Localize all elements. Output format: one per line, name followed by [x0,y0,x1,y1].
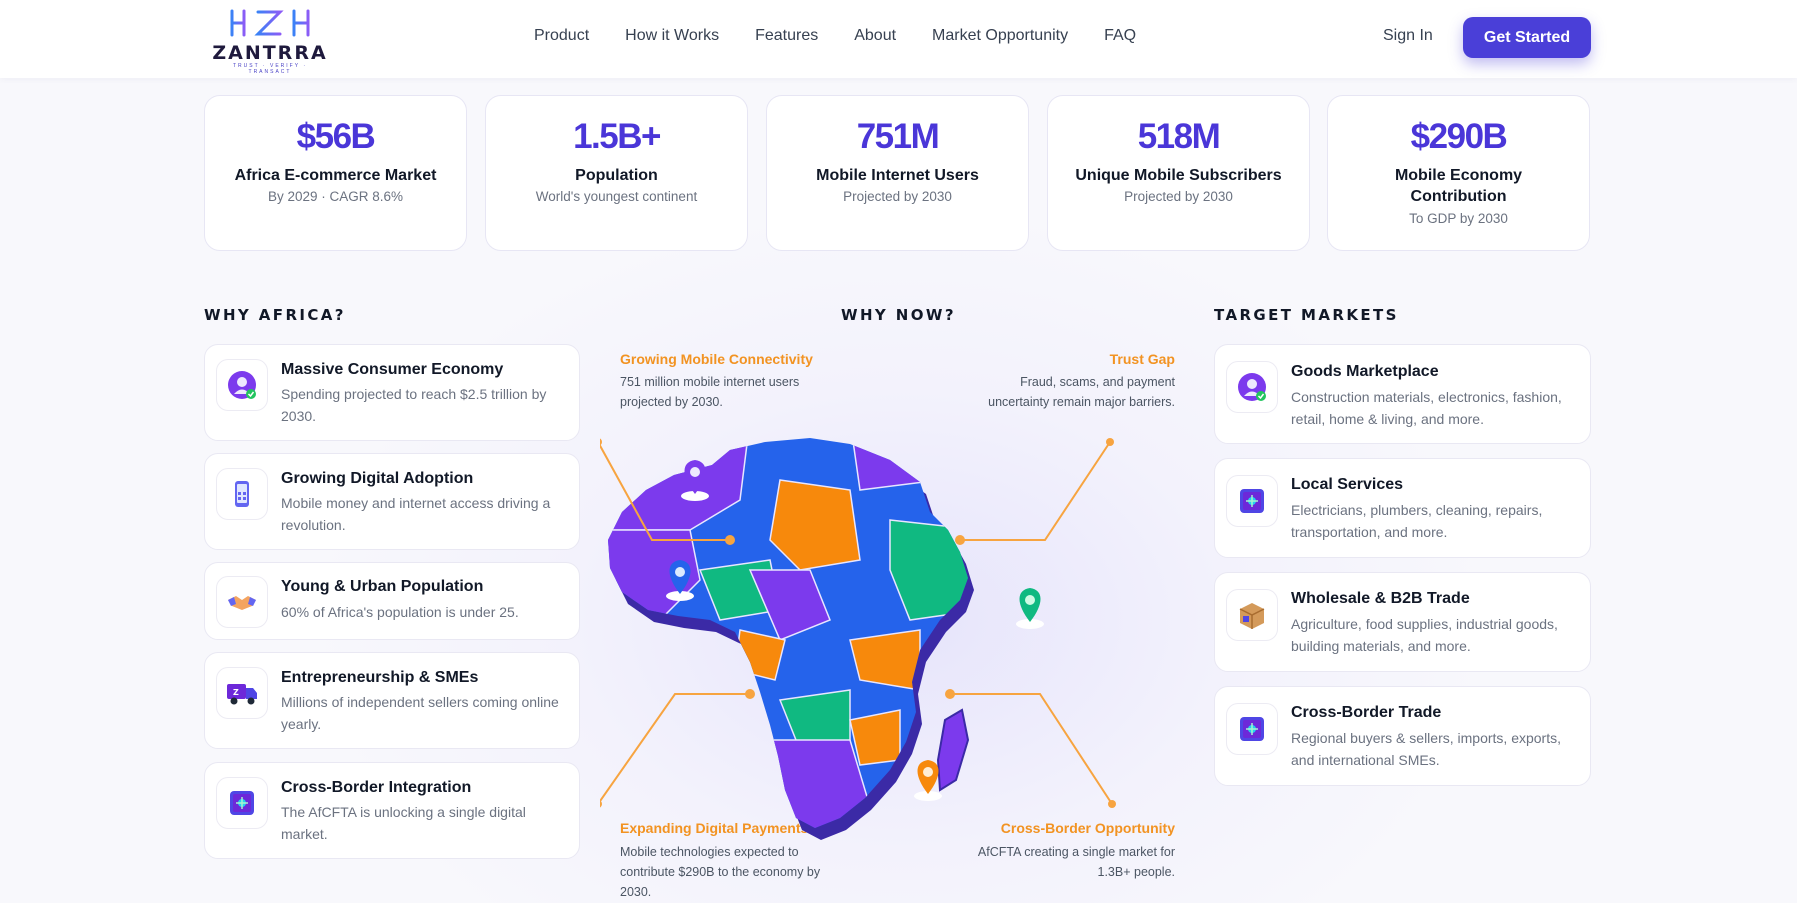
card-description: Mobile money and internet access driving… [281,495,551,533]
stat-label: Mobile Economy Contribution [1394,166,1523,206]
card-title: Massive Consumer Economy [281,361,504,378]
card-description: Regional buyers & sellers, imports, expo… [1291,730,1561,768]
get-started-button[interactable]: Get Started [1463,17,1591,58]
zantrra-logo[interactable]: ZANTRRA TRUST · VERIFY · TRANSACT [204,6,336,75]
map-pin-south [914,760,942,801]
region-se-orange [849,709,901,766]
why-africa-card-consumer: Massive Consumer Economy Spending projec… [204,344,580,441]
why-africa-card-smes: Z Entrepreneurship & SMEs Millions of in… [204,652,580,749]
connector-line-crossborder [950,693,1113,805]
stat-value: $290B [1410,117,1508,156]
stat-label: Population [575,166,658,184]
connector-line-mobile [600,443,730,541]
why-africa-heading: WHY AFRICA? [204,306,346,324]
stat-subtext: Projected by 2030 [1124,189,1233,205]
why-now-heading: WHY NOW? [841,306,956,324]
stat-label: Unique Mobile Subscribers [1075,166,1282,184]
nav-product[interactable]: Product [534,27,590,44]
target-markets-heading: TARGET MARKETS [1214,306,1399,324]
card-title: Entrepreneurship & SMEs [281,669,479,686]
connector-line-payments [600,693,750,803]
madagascar [936,708,970,792]
stat-label: Africa E-commerce Market [234,166,437,184]
consumer-icon [1226,361,1278,413]
stat-value: $56B [296,117,376,156]
svg-text:Z: Z [233,688,239,697]
map-pin-east [1016,588,1044,629]
callout-title-trust-gap: Trust Gap [1109,351,1175,367]
logo-mark-icon [230,9,310,37]
target-card-local-services: Local Services Electricians, plumbers, c… [1214,458,1591,558]
callout-desc-digital-payments: Mobile technologies expected to contribu… [620,845,821,899]
stat-card-ecommerce: $56B Africa E-commerce Market By 2029 · … [204,95,467,251]
stat-card-population: 1.5B+ Population World's youngest contin… [485,95,748,251]
target-card-goods: Goods Marketplace Construction materials… [1214,344,1591,444]
target-card-wholesale: Wholesale & B2B Trade Agriculture, food … [1214,572,1591,672]
card-title: Cross-Border Integration [281,779,472,796]
card-title: Goods Marketplace [1291,363,1439,380]
nav-faq[interactable]: FAQ [1104,27,1137,44]
why-africa-card-crossborder: Cross-Border Integration The AfCFTA is u… [204,762,580,859]
logo-tagline: TRUST · VERIFY · TRANSACT [232,63,308,75]
stat-value: 1.5B+ [573,117,661,156]
africa-map [600,438,1116,840]
consumer-icon [216,359,268,411]
nav-market-opportunity[interactable]: Market Opportunity [932,27,1069,44]
package-box-icon [1226,589,1278,641]
card-description: Spending projected to reach $2.5 trillio… [281,386,547,424]
stat-card-mobile-subscribers: 518M Unique Mobile Subscribers Projected… [1047,95,1310,251]
card-title: Local Services [1291,476,1404,493]
site-header: ZANTRRA TRUST · VERIFY · TRANSACT Produc… [0,0,1797,78]
callout-desc-mobile-connectivity: 751 million mobile internet users projec… [620,375,800,409]
card-title: Young & Urban Population [281,578,484,595]
nav-how-it-works[interactable]: How it Works [625,27,720,44]
nav-features[interactable]: Features [755,27,819,44]
stat-subtext: By 2029 · CAGR 8.6% [267,189,404,205]
vault-icon [1226,703,1278,755]
target-card-cross-border: Cross-Border Trade Regional buyers & sel… [1214,686,1591,786]
map-pin-north [681,460,709,501]
vault-icon [216,777,268,829]
callout-title-digital-payments: Expanding Digital Payments [620,820,809,836]
card-title: Wholesale & B2B Trade [1291,590,1470,607]
region-central-purple [748,569,831,641]
stat-value: 751M [856,117,940,156]
region-sahel-orange [769,479,861,571]
delivery-truck-icon: Z [216,667,268,719]
nav-about[interactable]: About [854,27,897,44]
card-description: Agriculture, food supplies, industrial g… [1291,616,1558,654]
card-description: 60% of Africa's population is under 25. [281,604,519,620]
card-title: Growing Digital Adoption [281,470,474,487]
connector-line-trust [960,441,1111,541]
vault-icon [1226,475,1278,527]
stat-card-mobile-internet: 751M Mobile Internet Users Projected by … [766,95,1029,251]
callout-title-cross-border: Cross-Border Opportunity [1000,820,1175,836]
map-pin-west [666,560,694,601]
stat-card-mobile-economy: $290B Mobile Economy Contribution To GDP… [1327,95,1590,251]
callout-desc-trust-gap: Fraud, scams, and payment uncertainty re… [988,375,1175,409]
main-nav: Product How it Works Features About Mark… [534,27,1136,45]
mobile-phone-icon [216,468,268,520]
stat-label: Mobile Internet Users [816,166,979,184]
stat-subtext: To GDP by 2030 [1409,210,1508,226]
card-description: The AfCFTA is unlocking a single digital… [281,804,526,842]
logo-wordmark: ZANTRRA [212,42,328,64]
stat-subtext: World's youngest continent [535,189,698,205]
callout-desc-cross-border: AfCFTA creating a single market for 1.3B… [977,845,1175,879]
why-africa-card-digital: Growing Digital Adoption Mobile money an… [204,453,580,550]
callout-title-mobile-connectivity: Growing Mobile Connectivity [620,351,813,367]
stat-value: 518M [1137,117,1221,156]
card-title: Cross-Border Trade [1291,704,1442,721]
card-description: Construction materials, electronics, fas… [1291,389,1562,427]
sign-in-link[interactable]: Sign In [1383,27,1433,44]
stat-subtext: Projected by 2030 [843,189,952,205]
handshake-icon [216,576,268,628]
why-africa-card-young: Young & Urban Population 60% of Africa's… [204,562,580,640]
card-description: Electricians, plumbers, cleaning, repair… [1291,502,1543,540]
card-description: Millions of independent sellers coming o… [281,694,559,732]
region-ne-purple [849,438,941,491]
